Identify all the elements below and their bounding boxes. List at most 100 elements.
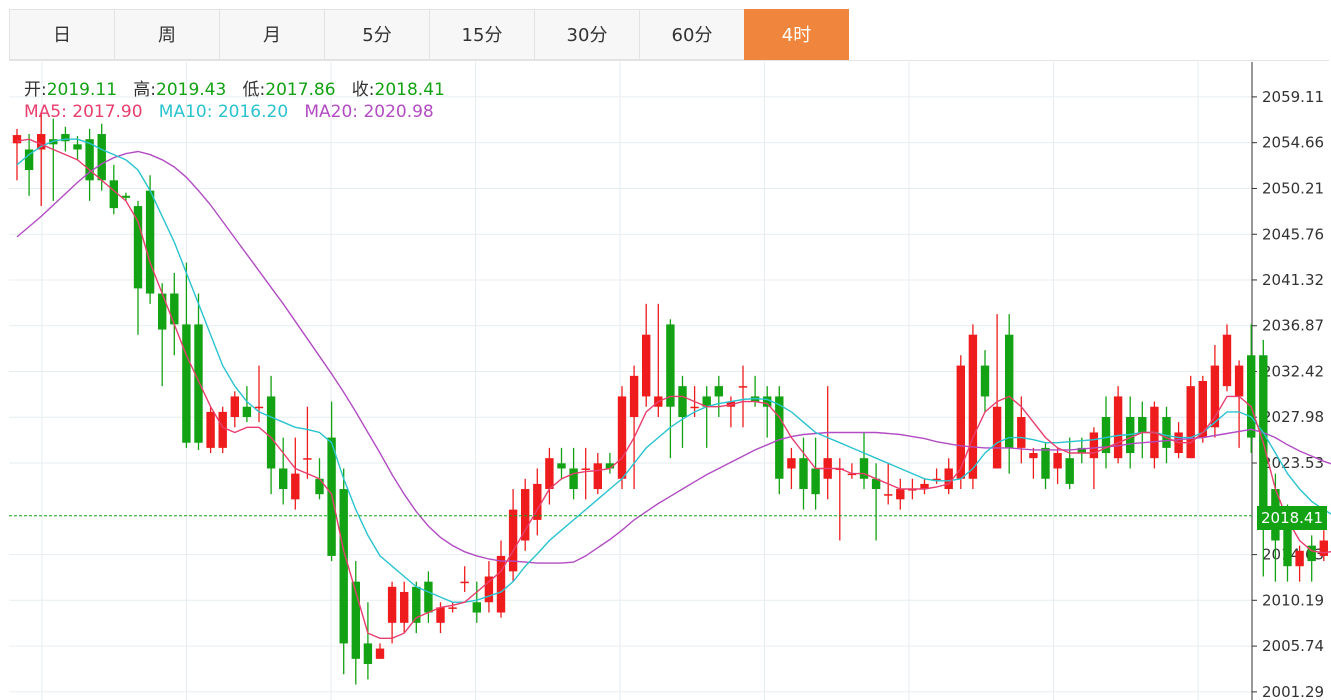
candle-body — [738, 386, 748, 388]
candle-body — [303, 458, 312, 460]
candle-body — [956, 365, 965, 479]
candle-body — [1295, 550, 1304, 567]
candle-body — [581, 468, 590, 470]
candle-body — [375, 648, 385, 659]
period-tab-bar: 日 周 月 5分 15分 30分 60分 4时 — [9, 9, 1329, 61]
candle-body — [315, 478, 324, 495]
high-value: 2019.43 — [156, 80, 227, 100]
candle-body — [12, 135, 22, 144]
y-tick-label: 2001.29 — [1262, 683, 1324, 700]
tab-day[interactable]: 日 — [9, 9, 115, 60]
candle-body — [569, 468, 578, 490]
candle-body — [170, 293, 179, 325]
tab-5min[interactable]: 5分 — [324, 9, 430, 60]
tab-week[interactable]: 周 — [114, 9, 220, 60]
candle-body — [291, 473, 300, 500]
candle-body — [1101, 417, 1111, 454]
candle-body — [242, 406, 252, 418]
candle-body — [545, 458, 554, 490]
candle-body — [61, 134, 70, 142]
candle-body — [1089, 432, 1099, 459]
candle-body — [1307, 545, 1316, 562]
candle-body — [424, 581, 433, 613]
tab-15min[interactable]: 15分 — [429, 9, 535, 60]
ma20-line — [16, 150, 1331, 564]
candle-body — [714, 386, 723, 397]
candle-body — [85, 139, 94, 181]
candle-body — [448, 607, 457, 609]
candle-body — [145, 190, 155, 294]
high-label: 高: — [133, 80, 156, 100]
tab-divider — [9, 60, 1329, 61]
candle-body — [775, 396, 784, 479]
candle-body — [194, 324, 203, 443]
candle-body — [920, 483, 929, 490]
y-tick-label: 2005.74 — [1262, 637, 1324, 655]
candle-body — [496, 555, 506, 613]
candle-body — [908, 489, 917, 491]
candle-body — [279, 468, 288, 490]
candle-body — [944, 468, 953, 490]
y-tick-label: 2032.42 — [1262, 363, 1324, 381]
candle-body — [351, 581, 360, 659]
candle-body — [436, 607, 445, 623]
candle-body — [690, 406, 699, 409]
candle-body — [73, 144, 82, 150]
candle-body — [109, 180, 118, 209]
candle-body — [787, 458, 796, 469]
low-label: 低: — [242, 80, 266, 100]
candle-body — [1162, 417, 1171, 448]
candle-body — [1138, 417, 1147, 433]
candle-body — [884, 494, 893, 496]
ma20-label: MA20: — [304, 102, 359, 122]
y-tick-label: 2041.32 — [1262, 271, 1324, 289]
candle-body — [617, 396, 627, 479]
y-tick-label: 2059.11 — [1262, 88, 1324, 106]
candle-body — [254, 406, 264, 409]
candle-body — [605, 463, 615, 469]
candle-body — [387, 586, 397, 623]
tab-4hour[interactable]: 4时 — [744, 9, 849, 60]
candle-body — [1247, 355, 1256, 438]
candle-body — [460, 581, 469, 584]
candle-body — [1065, 458, 1074, 484]
candle-body — [1186, 386, 1195, 459]
ma5-label: MA5: — [24, 102, 67, 122]
candle-body — [896, 489, 905, 500]
candle-body — [1053, 453, 1062, 469]
candle-body — [266, 396, 276, 469]
candle-body — [1077, 447, 1086, 454]
y-tick-label: 2027.98 — [1262, 408, 1324, 426]
close-label: 收: — [351, 80, 375, 100]
candle-body — [218, 411, 227, 448]
candle-body — [702, 396, 711, 407]
candle-body — [121, 195, 131, 198]
candle-body — [847, 473, 857, 476]
candle-body — [1113, 396, 1123, 459]
candle-body — [533, 483, 542, 520]
candle-body — [1283, 509, 1292, 567]
close-value: 2018.41 — [374, 80, 445, 100]
candle-body — [472, 602, 481, 613]
candle-body — [158, 293, 167, 330]
tab-month[interactable]: 月 — [219, 9, 325, 60]
candle-body — [1234, 365, 1244, 397]
y-tick-label: 2036.87 — [1262, 317, 1324, 335]
candle-body — [859, 458, 869, 479]
candle-body — [629, 375, 639, 418]
candle-body — [1041, 447, 1050, 479]
candle-body — [1222, 334, 1232, 387]
y-tick-label: 2050.21 — [1262, 179, 1324, 197]
ma5-value: 2017.90 — [72, 102, 143, 122]
candle-body — [1017, 417, 1026, 448]
y-tick-label: 2010.19 — [1262, 591, 1324, 609]
candle-body — [400, 591, 409, 623]
candle-body — [1319, 540, 1328, 556]
ma20-value: 2020.98 — [363, 102, 434, 122]
y-tick-label: 2054.66 — [1262, 134, 1324, 152]
candle-body — [557, 463, 566, 469]
tab-30min[interactable]: 30分 — [534, 9, 640, 60]
candle-body — [339, 489, 348, 644]
y-tick-label: 2023.53 — [1262, 454, 1324, 472]
tab-60min[interactable]: 60分 — [639, 9, 745, 60]
